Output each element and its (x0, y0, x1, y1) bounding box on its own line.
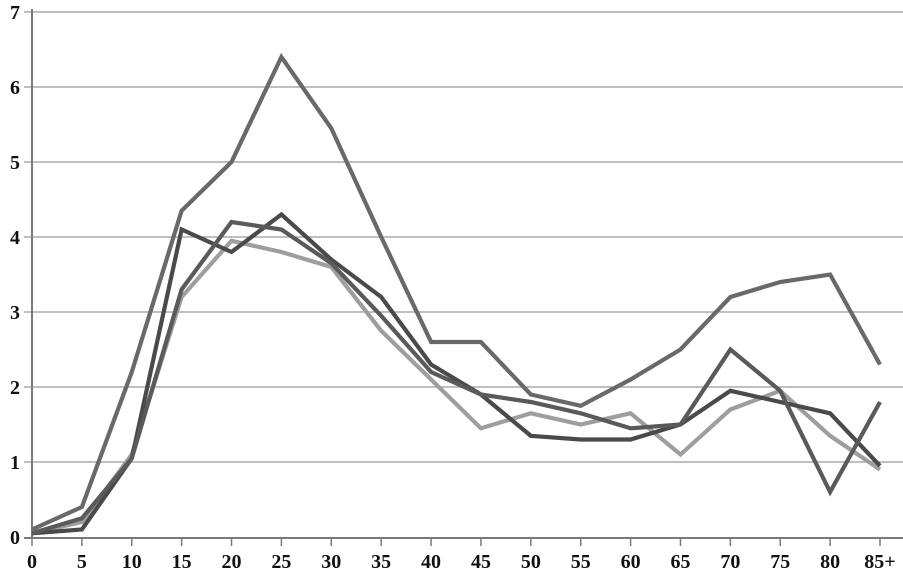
x-tick-label: 10 (122, 551, 142, 573)
series-line-series-medium-gray-tall (31, 52, 882, 532)
x-tick-label: 25 (271, 551, 291, 573)
x-tick-label: 70 (720, 551, 740, 573)
x-tick-label: 40 (421, 551, 441, 573)
y-tick-label: 7 (10, 2, 20, 24)
x-tick-label: 65 (670, 551, 690, 573)
y-tick-label: 3 (10, 302, 20, 324)
x-tick-label: 15 (172, 551, 192, 573)
y-tick-label: 5 (10, 152, 20, 174)
series-line-series-mid-dark-gray (31, 219, 882, 536)
x-tick-label: 80 (820, 551, 840, 573)
y-tick-label: 2 (10, 377, 20, 399)
y-tick-label: 0 (10, 527, 20, 549)
x-tick-label: 20 (222, 551, 242, 573)
y-tick-label: 6 (10, 77, 20, 99)
x-tick-label: 60 (621, 551, 641, 573)
x-tick-label: 45 (471, 551, 491, 573)
x-tick-label: 85+ (864, 551, 895, 573)
y-tick-label: 4 (10, 227, 20, 249)
x-tick-label: 0 (27, 551, 37, 573)
y-tick-label: 1 (10, 452, 20, 474)
x-tick-label: 75 (770, 551, 790, 573)
series-line-series-darkest-gray (31, 211, 882, 536)
x-tick-label: 50 (521, 551, 541, 573)
x-tick-label: 55 (571, 551, 591, 573)
x-tick-label: 30 (321, 551, 341, 573)
x-tick-label: 5 (77, 551, 87, 573)
x-tick-label: 35 (371, 551, 391, 573)
